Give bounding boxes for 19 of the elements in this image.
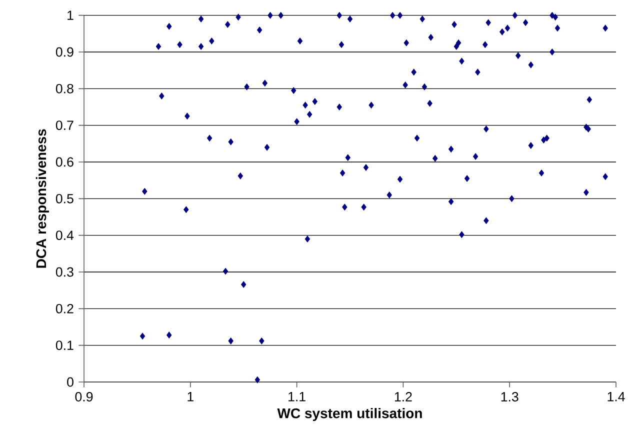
y-tick-label: 0.2 [56,304,74,314]
x-tick-label: 1.4 [608,392,625,402]
y-tick-label: 0.9 [56,47,74,57]
x-tick-label: 0.9 [75,392,93,402]
y-tick-label: 0 [67,377,74,387]
x-axis-title: WC system utilisation [277,408,422,422]
y-tick-label: 1 [68,10,74,20]
y-tick-label: 0.3 [56,267,74,277]
y-tick-label: 0.4 [56,230,74,240]
y-tick-label: 0.5 [56,194,74,204]
y-tick-label: 0.7 [56,120,74,130]
y-axis-title: DCA responsiveness [36,129,49,268]
x-tick-label: 1.2 [394,392,412,402]
x-tick-label: 1.1 [288,392,306,402]
x-tick-label: 1.3 [501,392,518,402]
y-tick-label: 0.8 [56,84,74,94]
x-tick-label: 1 [188,392,194,402]
y-tick-label: 0.1 [56,340,74,350]
y-tick-label: 0.6 [56,157,74,167]
